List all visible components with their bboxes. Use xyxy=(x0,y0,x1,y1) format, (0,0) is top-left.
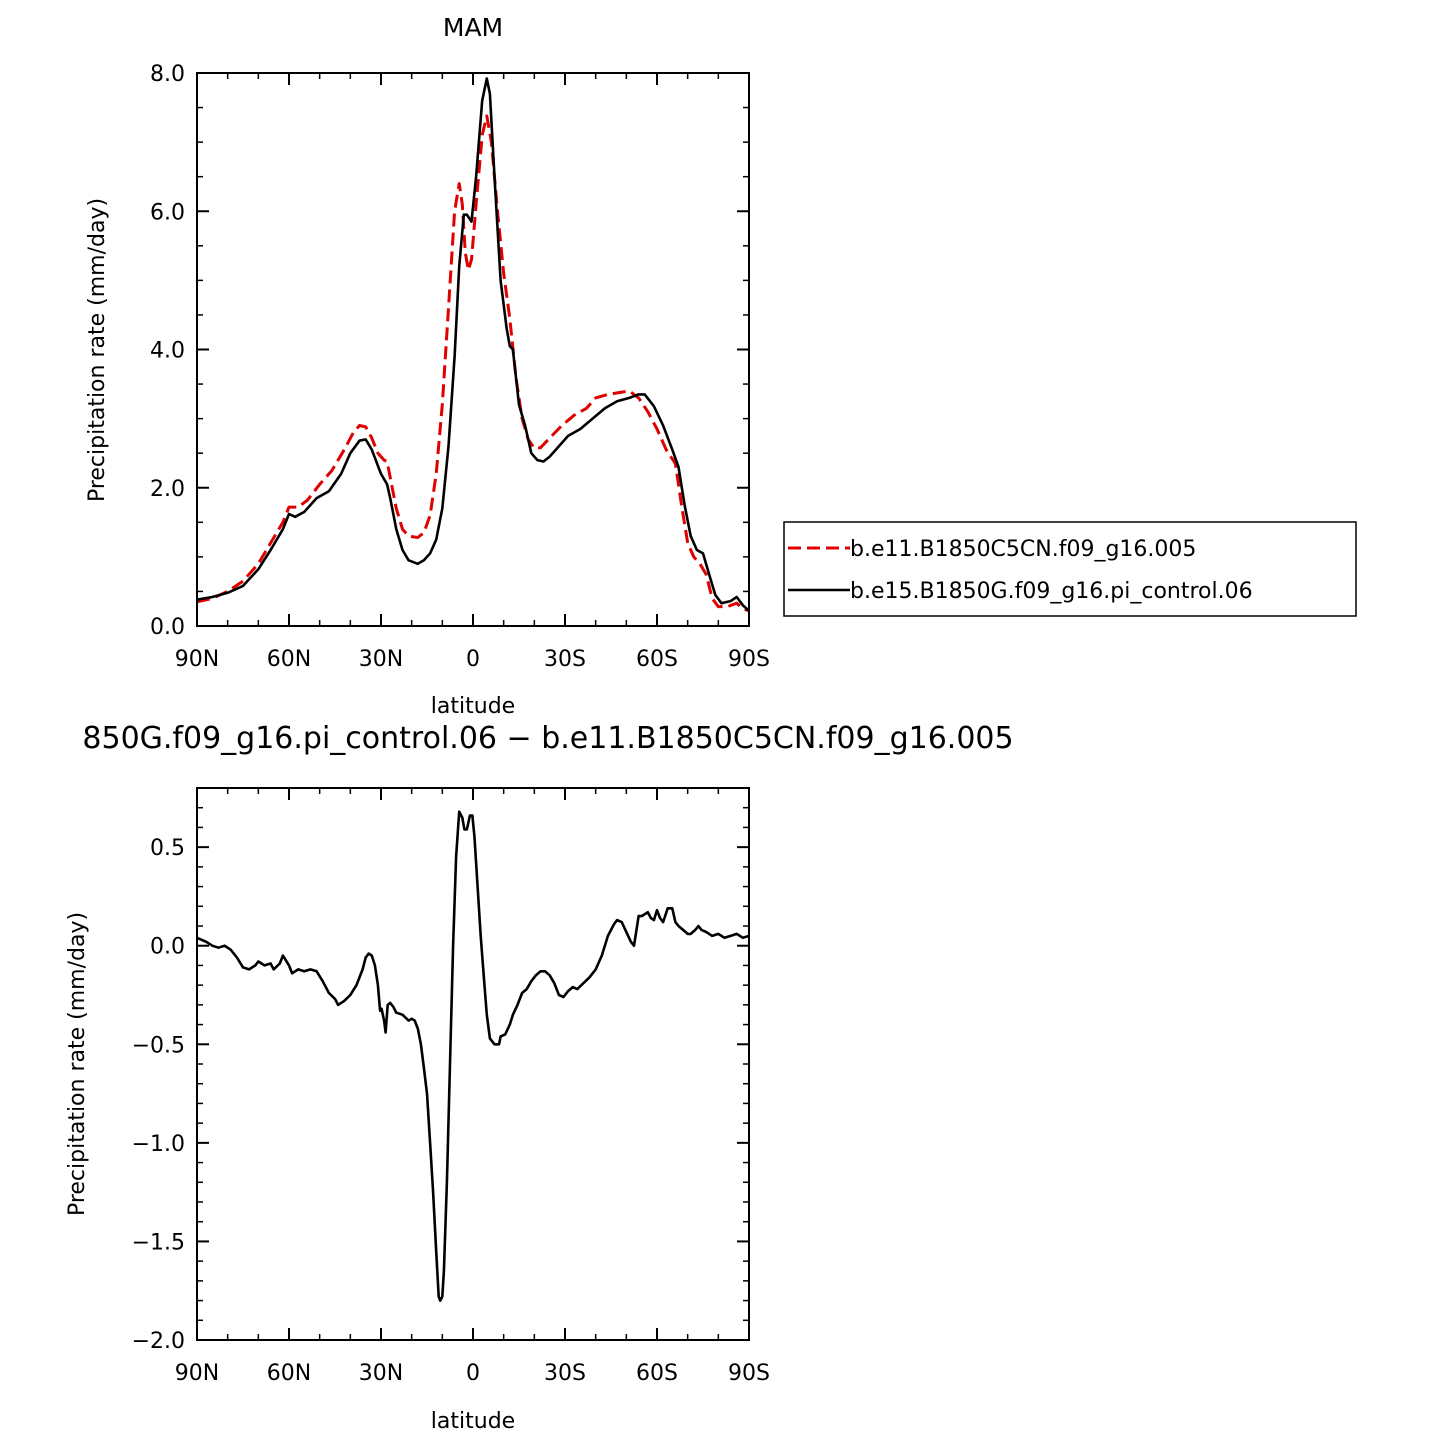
bottom-plot: 90N 60N 30N 0 30S 60S 90S −2.0 −1.5 −1.0 −0.5 0.0 0.… xyxy=(132,787,770,1386)
top-series-line-1 xyxy=(196,114,750,613)
bottom-x-tick-label: 30S xyxy=(544,1361,586,1386)
bottom-y-tick-label: 0.5 xyxy=(150,836,185,861)
bottom-x-tick-label: 0 xyxy=(466,1361,480,1386)
bottom-x-tick-label: 60S xyxy=(636,1361,678,1386)
bottom-x-tick-label: 30N xyxy=(359,1361,403,1386)
top-title: MAM xyxy=(443,13,503,42)
bottom-y-axis-label: Precipitation rate (mm/day) xyxy=(65,912,90,1216)
top-x-tick-label: 90S xyxy=(728,647,770,672)
top-axes-ticks: 90N 60N 30N 0 30S 60S 90S 0.0 2.0 4.0 6.0 8.0 xyxy=(150,62,770,672)
bottom-series-group xyxy=(196,810,750,1302)
bottom-x-tick-label: 90S xyxy=(728,1361,770,1386)
bottom-x-tick-label: 60N xyxy=(267,1361,311,1386)
top-y-tick-label: 6.0 xyxy=(150,200,185,225)
top-x-tick-label: 60S xyxy=(636,647,678,672)
top-x-axis-label: latitude xyxy=(431,694,515,719)
bottom-x-axis-label: latitude xyxy=(431,1409,515,1434)
bottom-title: 850G.f09_g16.pi_control.06 − b.e11.B1850… xyxy=(82,721,1013,756)
legend: b.e11.B1850C5CN.f09_g16.005 b.e15.B1850G… xyxy=(783,521,1357,617)
bottom-y-tick-label: 0.0 xyxy=(150,935,185,960)
bottom-panel: 850G.f09_g16.pi_control.06 − b.e11.B1850… xyxy=(65,721,1014,1434)
top-gridless-plot: 90N 60N 30N 0 30S 60S 90S 0.0 2.0 4.0 6.0 8.0 xyxy=(150,62,770,672)
bottom-plot-frame xyxy=(196,787,750,1341)
legend-label-series-2: b.e15.B1850G.f09_g16.pi_control.06 xyxy=(850,579,1253,604)
legend-box xyxy=(783,521,1357,617)
bottom-axes-ticks: 90N 60N 30N 0 30S 60S 90S −2.0 −1.5 −1.0 −0.5 0.0 0.… xyxy=(132,787,770,1386)
top-x-tick-label: 30S xyxy=(544,647,586,672)
bottom-y-tick-label: −0.5 xyxy=(132,1033,185,1058)
top-y-tick-label: 8.0 xyxy=(150,62,185,87)
bottom-y-tick-label: −1.0 xyxy=(132,1132,185,1157)
bottom-y-tick-label: −1.5 xyxy=(132,1230,185,1255)
top-x-tick-label: 0 xyxy=(466,647,480,672)
bottom-x-tick-label: 90N xyxy=(175,1361,219,1386)
top-panel: MAM 90N 60N 30N 0 30S 60S 90S 0.0 2.0 4.0 6.0 8.0 l… xyxy=(85,13,1357,719)
top-plot-frame xyxy=(196,72,750,627)
top-y-axis-label: Precipitation rate (mm/day) xyxy=(85,198,110,502)
top-y-tick-label: 0.0 xyxy=(150,615,185,640)
top-x-tick-label: 60N xyxy=(267,647,311,672)
top-series-group xyxy=(196,77,750,613)
top-y-tick-label: 4.0 xyxy=(150,339,185,364)
top-series-line-2 xyxy=(196,77,750,612)
bottom-series-line-1 xyxy=(196,810,750,1302)
top-x-tick-label: 30N xyxy=(359,647,403,672)
top-x-tick-label: 90N xyxy=(175,647,219,672)
legend-label-series-1: b.e11.B1850C5CN.f09_g16.005 xyxy=(850,537,1196,562)
bottom-y-tick-label: −2.0 xyxy=(132,1329,185,1354)
top-y-tick-label: 2.0 xyxy=(150,477,185,502)
